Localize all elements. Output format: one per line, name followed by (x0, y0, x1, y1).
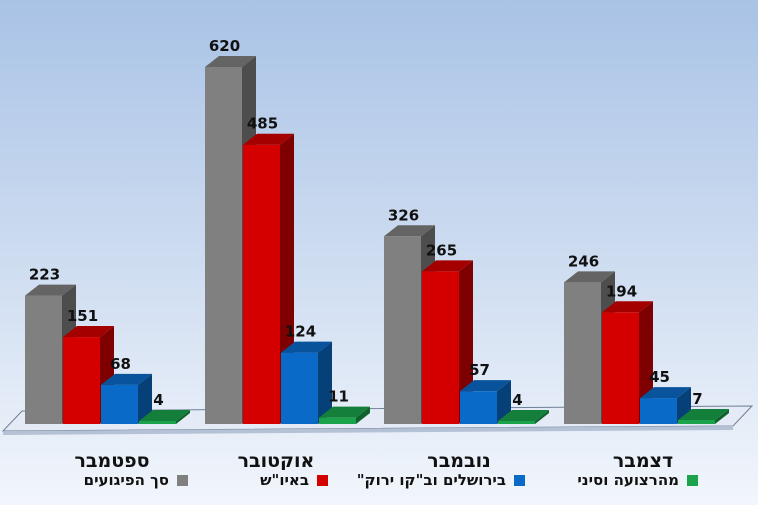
legend-item-total: סך הפיגועים (84, 469, 188, 491)
bar-0-2 (101, 373, 152, 424)
bar-top (678, 408, 729, 420)
bar-top (498, 410, 549, 421)
bar-front (319, 417, 356, 424)
value-label: 7 (692, 390, 702, 408)
legend-item-jerusalem: בירושלים וב"קו ירוק" (357, 469, 525, 491)
value-label: 194 (606, 282, 637, 300)
legend-swatch-total (177, 474, 188, 486)
bar-front (384, 236, 421, 424)
legend-swatch-gaza (687, 474, 698, 486)
bar-side (176, 410, 190, 424)
bar-front (101, 384, 138, 424)
bar-side (318, 341, 332, 424)
bar-front (640, 398, 677, 424)
bar-1-3 (319, 406, 370, 424)
value-labels-layer: 223 151 68 4 620 485 124 11 326 265 57 4 246 194 45 7 (29, 37, 703, 409)
bar-3-1 (602, 301, 653, 424)
bar-side (497, 380, 511, 424)
bar-side (715, 408, 729, 424)
bar-front (498, 421, 535, 424)
chart-floor-edge (3, 426, 733, 435)
bar-front (564, 282, 601, 424)
bar-2-2 (460, 380, 511, 424)
bar-chart: 223 151 68 4 620 485 124 11 326 265 57 4 246 194 45 7 ס… (1, 37, 754, 470)
value-label: 223 (29, 266, 60, 284)
value-label: 4 (153, 391, 163, 409)
legend-label-total: סך הפיגועים (83, 471, 169, 489)
category-label: נובמבר (427, 450, 491, 470)
bar-top (602, 301, 653, 313)
legend: סך הפיגועים באיו"ש בירושלים וב"קו ירוק" … (0, 469, 758, 495)
bar-top (422, 260, 473, 272)
bar-side (459, 260, 473, 424)
bar-front (243, 144, 280, 424)
bar-front (25, 295, 62, 424)
bar-top (281, 341, 332, 353)
value-label: 326 (388, 206, 419, 224)
legend-label-gaza: מהרצועה וסיני (577, 471, 679, 489)
legend-item-gaza: מהרצועה וסיני (577, 469, 698, 491)
bar-top (564, 271, 615, 283)
bar-top (101, 373, 152, 385)
category-label: ספטמבר (74, 450, 149, 470)
bar-front (678, 419, 715, 424)
bar-side (356, 406, 370, 424)
value-label: 11 (328, 388, 349, 406)
bar-side (138, 373, 152, 424)
value-label: 151 (67, 307, 98, 325)
bar-top (319, 406, 370, 418)
value-label: 265 (426, 241, 457, 259)
bar-top (460, 380, 511, 392)
bar-front (460, 391, 497, 424)
legend-swatch-judea-samaria (317, 474, 328, 486)
value-label: 4 (512, 391, 522, 409)
bar-0-1 (63, 326, 114, 424)
bar-2-3 (498, 410, 549, 424)
bar-front (205, 67, 242, 424)
value-label: 57 (469, 361, 490, 379)
value-label: 68 (110, 355, 131, 373)
bar-top (139, 410, 190, 421)
legend-item-judea-samaria: באיו"ש (260, 469, 328, 491)
bar-3-2 (640, 387, 691, 424)
category-labels-layer: ספטמבר אוקטובר נובמבר דצמבר (74, 450, 673, 470)
bar-0-0 (25, 284, 76, 424)
legend-label-jerusalem: בירושלים וב"קו ירוק" (356, 471, 506, 489)
value-label: 124 (285, 323, 316, 341)
category-label: אוקטובר (238, 450, 315, 470)
value-label: 485 (247, 115, 278, 133)
bar-front (602, 312, 639, 424)
bar-top (243, 133, 294, 145)
bar-0-3 (139, 410, 190, 424)
bar-2-1 (422, 260, 473, 424)
bar-front (281, 352, 318, 424)
bar-top (640, 387, 691, 399)
bar-front (63, 337, 100, 424)
value-label: 45 (649, 368, 670, 386)
legend-swatch-jerusalem (514, 474, 525, 486)
bar-front (139, 421, 176, 424)
bar-side (535, 410, 549, 424)
bar-top (205, 56, 256, 67)
bar-3-3 (678, 408, 729, 424)
bar-1-2 (281, 341, 332, 424)
value-label: 620 (209, 37, 240, 55)
bars-layer (25, 56, 729, 424)
bar-top (384, 225, 435, 237)
value-label: 246 (568, 252, 599, 270)
bar-front (422, 271, 459, 424)
bar-top (63, 326, 114, 338)
category-label: דצמבר (613, 450, 673, 470)
legend-label-judea-samaria: באיו"ש (260, 471, 309, 489)
bar-top (25, 284, 76, 296)
